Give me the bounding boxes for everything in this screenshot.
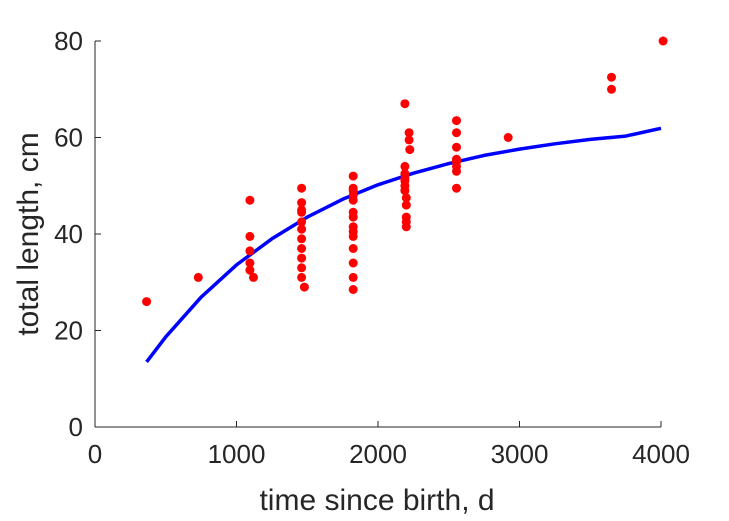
- data-point: [405, 145, 415, 155]
- data-point: [245, 265, 255, 275]
- data-point: [404, 128, 414, 138]
- data-point: [249, 272, 258, 282]
- data-point: [400, 99, 410, 109]
- data-point: [245, 246, 255, 256]
- data-point: [452, 166, 461, 176]
- data-point: [658, 36, 668, 46]
- data-point: [400, 161, 410, 171]
- data-point: [297, 183, 307, 193]
- data-point: [400, 186, 410, 196]
- data-point: [452, 116, 461, 126]
- data-point: [297, 207, 307, 217]
- data-point: [401, 193, 411, 203]
- data-point: [452, 128, 461, 138]
- data-point: [348, 231, 358, 241]
- data-point: [297, 217, 307, 227]
- x-tick-label: 4000: [632, 439, 690, 469]
- scatter-points-layer: [142, 36, 668, 307]
- data-point: [142, 297, 152, 307]
- data-point: [607, 72, 616, 82]
- data-point: [401, 200, 411, 210]
- x-tick-label: 3000: [491, 439, 549, 469]
- data-point: [348, 258, 358, 268]
- data-point: [348, 272, 358, 282]
- data-point: [297, 234, 307, 244]
- data-point: [348, 244, 358, 253]
- y-tick-label: 60: [54, 123, 83, 153]
- data-point: [299, 282, 309, 292]
- fit-curve: [145, 126, 662, 363]
- data-point: [297, 244, 307, 253]
- data-point: [452, 142, 461, 152]
- data-point: [297, 263, 307, 273]
- data-point: [348, 171, 358, 181]
- y-tick-label: 40: [54, 219, 83, 249]
- data-point: [348, 195, 358, 205]
- data-point: [452, 183, 461, 193]
- data-point: [404, 135, 414, 145]
- x-tick-label: 1000: [208, 439, 266, 469]
- data-point: [297, 272, 307, 282]
- y-tick-label: 80: [54, 26, 83, 56]
- data-point: [297, 198, 307, 208]
- data-point: [401, 222, 411, 232]
- axes: 0 1000 2000 3000 4000 0 20 40 60 80: [54, 26, 690, 469]
- data-point: [245, 195, 255, 205]
- data-point: [297, 224, 307, 234]
- x-axis-label: time since birth, d: [259, 484, 494, 517]
- data-point: [297, 253, 307, 263]
- x-tick-label: 2000: [349, 439, 407, 469]
- x-tick-label: 0: [88, 439, 102, 469]
- data-point: [245, 231, 255, 241]
- y-tick-label: 20: [54, 316, 83, 346]
- data-point: [245, 258, 255, 268]
- data-point: [348, 285, 358, 294]
- data-point: [503, 133, 513, 142]
- data-point: [607, 84, 616, 94]
- data-point: [348, 212, 358, 222]
- data-point: [193, 272, 203, 282]
- y-axis-label: total length, cm: [12, 132, 45, 335]
- y-tick-label: 0: [69, 412, 83, 442]
- fit-curve-layer: [145, 126, 662, 363]
